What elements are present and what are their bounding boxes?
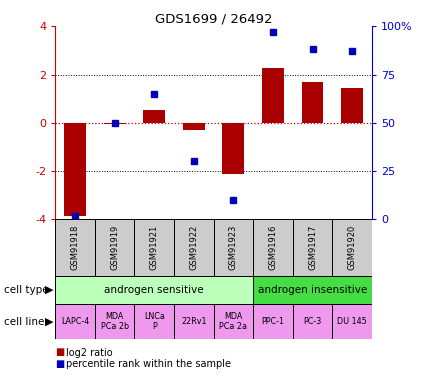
Text: DU 145: DU 145: [337, 317, 367, 326]
Bar: [253, 219, 293, 276]
Bar: [55, 219, 95, 276]
Bar: [134, 219, 174, 276]
Bar: [302, 82, 323, 123]
Title: GDS1699 / 26492: GDS1699 / 26492: [155, 12, 272, 25]
Bar: [55, 304, 95, 339]
Text: GSM91922: GSM91922: [189, 225, 198, 270]
Bar: [213, 304, 253, 339]
Text: percentile rank within the sample: percentile rank within the sample: [66, 359, 231, 369]
Bar: [95, 304, 134, 339]
Text: LAPC-4: LAPC-4: [61, 317, 89, 326]
Text: ■: ■: [55, 359, 65, 369]
Text: GSM91923: GSM91923: [229, 225, 238, 270]
Bar: [134, 304, 174, 339]
Text: 22Rv1: 22Rv1: [181, 317, 207, 326]
Text: PC-3: PC-3: [303, 317, 322, 326]
Text: MDA
PCa 2a: MDA PCa 2a: [219, 312, 247, 331]
Bar: [143, 110, 165, 123]
Text: LNCa
P: LNCa P: [144, 312, 164, 331]
Text: GSM91921: GSM91921: [150, 225, 159, 270]
Text: GSM91916: GSM91916: [269, 225, 278, 270]
Text: cell type: cell type: [4, 285, 49, 295]
Bar: [293, 219, 332, 276]
Text: log2 ratio: log2 ratio: [66, 348, 113, 357]
Bar: [174, 219, 213, 276]
Bar: [332, 219, 372, 276]
Text: ▶: ▶: [45, 316, 53, 327]
Bar: [174, 304, 213, 339]
Bar: [183, 123, 205, 130]
Bar: [55, 276, 253, 304]
Text: GSM91920: GSM91920: [348, 225, 357, 270]
Bar: [104, 123, 125, 124]
Text: GSM91918: GSM91918: [71, 225, 79, 270]
Bar: [293, 304, 332, 339]
Text: ▶: ▶: [45, 285, 53, 295]
Bar: [253, 276, 372, 304]
Text: androgen sensitive: androgen sensitive: [105, 285, 204, 295]
Bar: [222, 123, 244, 174]
Bar: [262, 69, 284, 123]
Bar: [341, 88, 363, 123]
Bar: [95, 219, 134, 276]
Text: GSM91919: GSM91919: [110, 225, 119, 270]
Bar: [64, 123, 86, 216]
Text: androgen insensitive: androgen insensitive: [258, 285, 367, 295]
Text: cell line: cell line: [4, 316, 45, 327]
Text: GSM91917: GSM91917: [308, 225, 317, 270]
Bar: [213, 219, 253, 276]
Text: ■: ■: [55, 348, 65, 357]
Bar: [332, 304, 372, 339]
Bar: [253, 304, 293, 339]
Text: PPC-1: PPC-1: [261, 317, 284, 326]
Text: MDA
PCa 2b: MDA PCa 2b: [101, 312, 129, 331]
